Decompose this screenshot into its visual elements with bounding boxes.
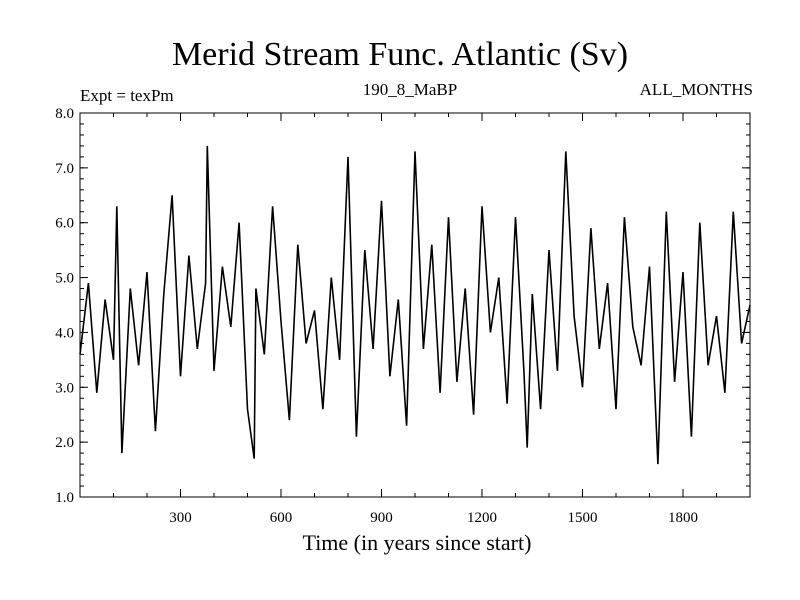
y-tick-label: 8.0 xyxy=(55,106,74,122)
y-tick-labels: 1.0 2.0 3.0 4.0 5.0 6.0 7.0 8.0 xyxy=(55,106,74,506)
x-tick-label: 300 xyxy=(169,510,192,526)
chart-title: Merid Stream Func. Atlantic (Sv) xyxy=(171,36,629,73)
x-axis-label: Time (in years since start) xyxy=(302,530,532,555)
y-tick-label: 4.0 xyxy=(55,325,74,341)
period-label: ALL_MONTHS xyxy=(639,80,753,99)
y-tick-label: 3.0 xyxy=(55,380,74,396)
y-tick-label: 7.0 xyxy=(55,161,74,177)
x-tick-label: 1500 xyxy=(568,510,598,526)
x-tick-label: 600 xyxy=(270,510,293,526)
y-tick-label: 1.0 xyxy=(55,490,74,506)
y-tick-label: 2.0 xyxy=(55,435,74,451)
axis-ticks xyxy=(80,112,750,498)
x-tick-label: 1200 xyxy=(467,510,497,526)
chart-subtitle: 190_8_MaBP xyxy=(362,80,458,99)
experiment-label: Expt = texPm xyxy=(80,86,174,105)
y-tick-label: 6.0 xyxy=(55,216,74,232)
x-tick-labels: 300 600 900 1200 1500 1800 xyxy=(169,510,698,526)
x-tick-label: 900 xyxy=(370,510,393,526)
x-tick-label: 1800 xyxy=(668,510,698,526)
series-line xyxy=(79,145,751,465)
y-tick-label: 5.0 xyxy=(55,271,74,287)
